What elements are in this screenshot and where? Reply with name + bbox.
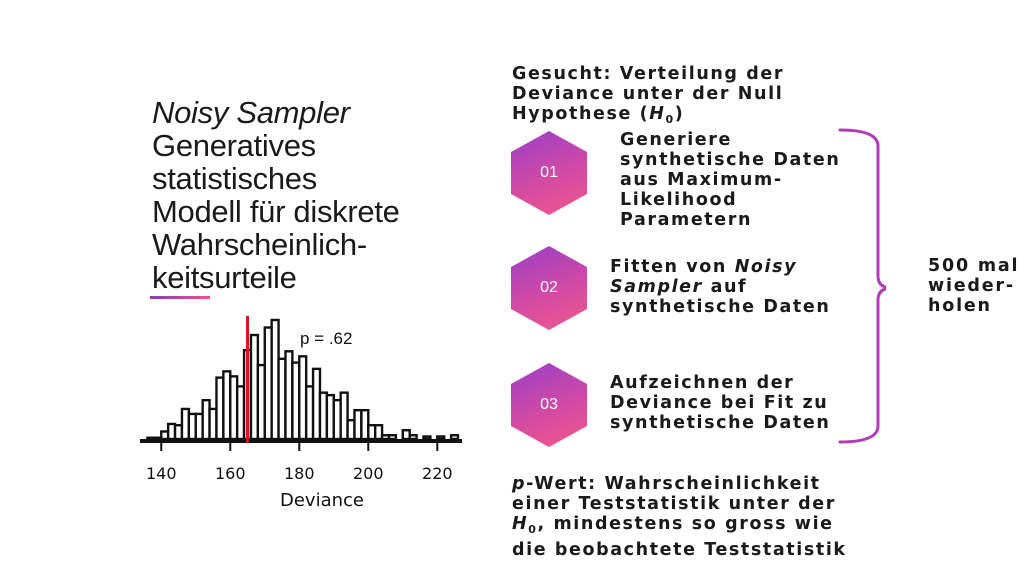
title-line: statistisches	[152, 161, 317, 196]
step-01-badge: 01	[511, 131, 587, 215]
gesucht-line: Gesucht: Verteilung der	[512, 64, 785, 84]
deviance-histogram: 140 160 180 200 220 p = .62 Deviance	[140, 316, 462, 511]
slide-title: Noisy Sampler Generatives statistisches …	[152, 96, 452, 294]
x-tick-label: 160	[215, 464, 246, 483]
histogram-bars	[146, 318, 460, 441]
histogram-bar	[436, 435, 446, 441]
x-tick-label: 140	[146, 464, 177, 483]
histogram-bar	[449, 434, 460, 441]
repeat-label: 500 mal wieder- holen	[928, 256, 1020, 316]
gesucht-text: Gesucht: Verteilung der Deviance unter d…	[512, 64, 784, 130]
title-line: Modell für diskrete	[152, 194, 400, 229]
gesucht-line: Hypothese (H0)	[512, 104, 685, 126]
histogram-bar	[408, 434, 418, 441]
step-02-badge: 02	[511, 246, 587, 330]
step-number: 01	[540, 164, 558, 181]
x-ticks: 140 160 180 200 220	[146, 443, 453, 483]
step-number: 02	[540, 279, 558, 296]
histogram-bar	[387, 434, 398, 441]
title-underline	[150, 296, 210, 299]
title-line: Wahrscheinlich-	[152, 227, 367, 262]
x-tick-label: 200	[353, 464, 384, 483]
histogram-bar	[422, 435, 432, 441]
step-01-text: Generiere synthetische Daten aus Maximum…	[620, 130, 841, 230]
title-line: Generatives	[152, 128, 316, 163]
title-line: keitsurteile	[152, 260, 297, 295]
gesucht-line: Deviance unter der Null	[512, 84, 784, 104]
x-axis-label: Deviance	[280, 490, 364, 511]
step-number: 03	[540, 396, 558, 413]
p-value-definition: p-Wert: Wahrscheinlichkeit einer Teststa…	[512, 474, 847, 560]
repeat-brace	[838, 128, 886, 444]
x-tick-label: 220	[422, 464, 453, 483]
title-italic: Noisy Sampler	[152, 95, 350, 130]
step-03-text: Aufzeichnen der Deviance bei Fit zu synt…	[610, 373, 831, 433]
p-value-annotation: p = .62	[300, 329, 352, 348]
step-03-badge: 03	[511, 363, 587, 447]
x-tick-label: 180	[284, 464, 315, 483]
step-02-text: Fitten von Noisy Sampler auf synthetisch…	[610, 257, 831, 317]
